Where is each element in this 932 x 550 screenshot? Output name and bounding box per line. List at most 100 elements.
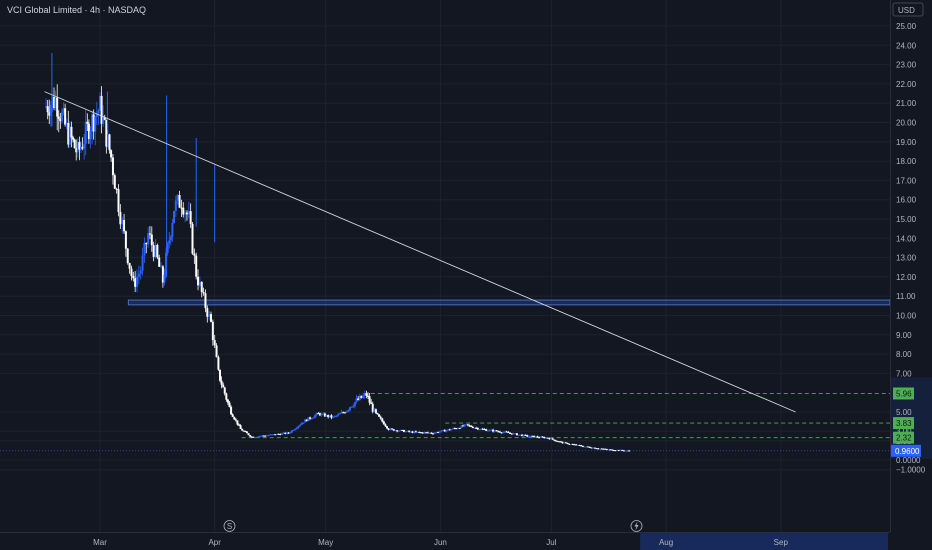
- candle-body: [465, 424, 468, 426]
- candle-body: [165, 252, 168, 275]
- candle-body: [330, 415, 333, 418]
- price-tick-label: 10.00: [896, 312, 917, 321]
- candle-body: [391, 428, 394, 430]
- candle-body: [226, 399, 229, 403]
- candle-body: [450, 429, 453, 431]
- candle-body: [102, 117, 105, 124]
- candle-body: [340, 412, 343, 414]
- candle-body: [62, 108, 65, 113]
- candle-body: [420, 432, 423, 434]
- candle-body: [299, 424, 302, 426]
- candle-body: [130, 268, 133, 276]
- candle-body: [332, 416, 335, 418]
- price-tick-label: 9.00: [896, 331, 912, 340]
- candle-body: [585, 446, 588, 448]
- candle-body: [605, 449, 608, 451]
- price-tick-label: 12.00: [896, 273, 917, 282]
- candle-body: [257, 436, 260, 438]
- candle-body: [287, 432, 290, 434]
- candle-body: [617, 449, 620, 451]
- candle-body: [79, 146, 82, 150]
- candle-body: [541, 436, 544, 438]
- candle-body: [363, 393, 366, 396]
- price-tick-label: 11.00: [896, 292, 916, 301]
- candle-body: [176, 195, 179, 201]
- candle-body: [222, 384, 225, 388]
- candle-body: [128, 263, 131, 269]
- candle-body: [578, 444, 581, 446]
- candle-body: [279, 434, 282, 436]
- price-axis[interactable]: 25.00 24.00 23.00 22.00 21.00 20.00 19.00 18.00…: [890, 0, 932, 532]
- candle-body: [325, 414, 328, 417]
- candle-body: [571, 444, 574, 446]
- candle-body: [402, 429, 405, 433]
- candle-body: [123, 220, 126, 232]
- candle-body: [264, 435, 267, 437]
- candle-body: [389, 428, 392, 430]
- candle-body: [208, 314, 211, 317]
- current-price-label: 0.9600: [895, 447, 920, 456]
- split-marker-icon: S: [223, 520, 236, 532]
- candle-body: [343, 412, 346, 414]
- candle-body: [247, 433, 250, 436]
- candle-body: [590, 447, 593, 449]
- candle-body: [70, 126, 73, 138]
- candle-body: [309, 417, 312, 419]
- candle-body: [480, 428, 483, 430]
- candle-body: [111, 157, 114, 176]
- time-axis[interactable]: Mar Apr May Jun Jul Aug Sep: [0, 532, 890, 550]
- candle-body: [360, 395, 363, 398]
- candle-body: [91, 114, 94, 132]
- candle-body: [394, 430, 397, 432]
- candle-body: [493, 430, 496, 432]
- candle-body: [168, 240, 171, 244]
- candle-body: [65, 122, 68, 125]
- candle-body: [600, 448, 603, 450]
- candle-body: [121, 220, 124, 225]
- candle-body: [254, 437, 257, 439]
- currency-button[interactable]: USD: [892, 2, 924, 17]
- candle-body: [262, 435, 265, 437]
- candle-body: [384, 424, 387, 427]
- lightning-icon: [630, 520, 643, 532]
- candle-body: [315, 413, 318, 416]
- event-markers: S: [223, 520, 643, 532]
- candle-body: [614, 450, 617, 452]
- candle-body: [556, 440, 559, 442]
- trendline[interactable]: [44, 91, 796, 413]
- candle-body: [195, 255, 198, 277]
- candle-body: [514, 433, 517, 435]
- price-level-badge: [893, 387, 914, 400]
- candle-body: [228, 402, 231, 408]
- candle-body: [255, 437, 258, 439]
- candle-body: [373, 409, 376, 412]
- candle-body: [117, 189, 120, 212]
- candle-body: [438, 431, 441, 433]
- candle-body: [189, 211, 192, 224]
- candle-body: [622, 450, 625, 452]
- candle-body: [515, 433, 518, 436]
- candle-body: [521, 434, 524, 437]
- candle-body: [314, 415, 317, 418]
- candle-body: [433, 432, 436, 434]
- candle-body: [588, 446, 591, 448]
- candle-body: [87, 123, 90, 140]
- candle-body: [318, 413, 321, 416]
- candle-body: [432, 433, 434, 435]
- candle-body: [519, 434, 522, 436]
- candle-body: [113, 175, 116, 189]
- price-tick-label: 5.00: [896, 408, 912, 417]
- candle-body: [611, 449, 614, 451]
- candle-body: [483, 429, 486, 431]
- candle-body: [426, 432, 429, 434]
- candle-body: [89, 131, 92, 140]
- candle-body: [448, 429, 451, 431]
- split-marker-label: S: [227, 522, 232, 531]
- candle-body: [141, 255, 144, 271]
- candle-body: [553, 439, 556, 441]
- time-tick-label: Jun: [434, 538, 447, 547]
- candle-body: [504, 431, 507, 433]
- candle-body: [348, 407, 351, 411]
- candle-body: [486, 430, 489, 432]
